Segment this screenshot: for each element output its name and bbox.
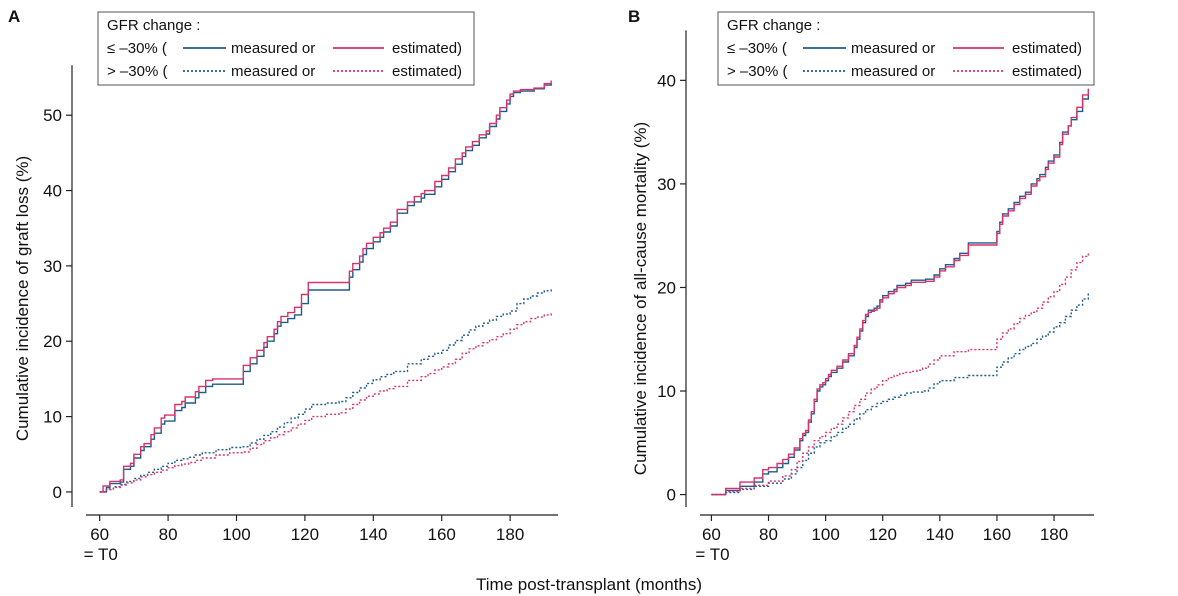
x-tick-label: 160 <box>428 525 456 544</box>
x-tick-label: 80 <box>759 525 778 544</box>
y-tick-label: 0 <box>53 483 62 502</box>
x-start-note: = T0 <box>84 545 118 564</box>
x-tick-label: 60 <box>90 525 109 544</box>
legend-row-prefix: ≤ –30% ( <box>727 40 787 57</box>
series-line-le30-measured <box>711 90 1089 496</box>
legend-label-measured: measured or <box>231 63 315 80</box>
y-axis-label: Cumulative incidence of graft loss (%) <box>13 156 32 441</box>
x-start-note: = T0 <box>695 545 729 564</box>
y-tick-label: 20 <box>43 332 62 351</box>
legend-row-prefix: > –30% ( <box>107 63 167 80</box>
x-tick-label: 60 <box>702 525 721 544</box>
series-line-le30-measured <box>99 82 552 493</box>
legend-title: GFR change : <box>107 17 200 34</box>
legend-row-prefix: ≤ –30% ( <box>107 40 167 57</box>
series-line-gt30-estimated <box>99 312 552 493</box>
x-tick-label: 160 <box>983 525 1011 544</box>
x-tick-label: 180 <box>496 525 524 544</box>
legend-box <box>97 11 475 86</box>
x-axis-label: Time post-transplant (months) <box>476 575 702 594</box>
x-tick-label: 100 <box>222 525 250 544</box>
panel-label: B <box>628 7 640 26</box>
x-tick-label: 80 <box>159 525 178 544</box>
legend-box <box>717 11 1095 86</box>
x-tick-label: 120 <box>869 525 897 544</box>
chart-panel-a: A 0 10 20 30 40 50 Cumulative incidence of graf… <box>8 7 558 564</box>
legend-label-measured: measured or <box>231 40 315 57</box>
legend-row-prefix: > –30% ( <box>727 63 787 80</box>
y-tick-label: 30 <box>657 175 676 194</box>
panel-label: A <box>8 7 20 26</box>
chart-panel-b: B 0 10 20 30 40 Cumulative incidence of all-ca… <box>628 7 1095 564</box>
y-tick-label: 40 <box>657 71 676 90</box>
x-tick-label: 140 <box>359 525 387 544</box>
legend-label-measured: measured or <box>851 40 935 57</box>
y-tick-label: 30 <box>43 257 62 276</box>
y-tick-label: 0 <box>667 486 676 505</box>
legend: GFR change : ≤ –30% ( measured or estimated… <box>97 11 475 86</box>
series-line-gt30-measured <box>99 288 552 493</box>
legend-label-estimated: estimated) <box>392 63 462 80</box>
y-tick-label: 40 <box>43 182 62 201</box>
x-tick-label: 120 <box>291 525 319 544</box>
series-line-gt30-measured <box>711 292 1089 496</box>
series-line-le30-estimated <box>711 88 1089 496</box>
y-tick-label: 10 <box>657 382 676 401</box>
legend: GFR change : ≤ –30% ( measured or estimated… <box>717 11 1095 86</box>
x-tick-label: 100 <box>811 525 839 544</box>
y-axis-label: Cumulative incidence of all-cause mortal… <box>631 122 650 475</box>
x-tick-label: 180 <box>1040 525 1068 544</box>
legend-label-estimated: estimated) <box>392 40 462 57</box>
legend-label-measured: measured or <box>851 63 935 80</box>
legend-label-estimated: estimated) <box>1012 63 1082 80</box>
y-tick-label: 10 <box>43 408 62 427</box>
series-line-le30-estimated <box>99 80 552 493</box>
legend-label-estimated: estimated) <box>1012 40 1082 57</box>
y-tick-label: 50 <box>43 106 62 125</box>
series-line-gt30-estimated <box>711 252 1089 496</box>
x-tick-label: 140 <box>926 525 954 544</box>
legend-title: GFR change : <box>727 17 820 34</box>
y-tick-label: 20 <box>657 278 676 297</box>
